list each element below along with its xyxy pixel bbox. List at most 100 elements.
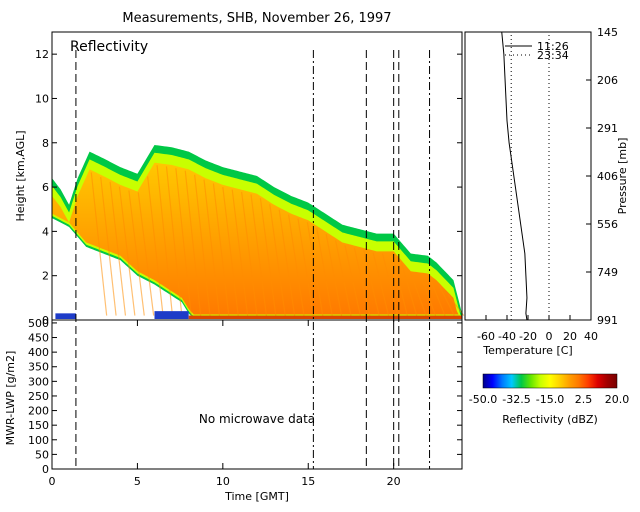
fall-streak bbox=[334, 240, 352, 316]
legend-entry: 11:26 bbox=[537, 40, 569, 53]
time-axis-label: Time [GMT] bbox=[224, 490, 289, 503]
legend-entry: 23:34 bbox=[537, 49, 569, 62]
fall-streak bbox=[400, 262, 418, 316]
fall-streak bbox=[297, 218, 314, 316]
time-tick-label: 5 bbox=[134, 475, 141, 488]
fall-streak bbox=[203, 179, 221, 316]
lwp-tick-label: 50 bbox=[35, 448, 49, 461]
colorbar-tick-label: -50.0 bbox=[469, 393, 497, 406]
fall-streak bbox=[278, 209, 296, 316]
reflectivity-panel: Reflectivity Height [km,AGL] 0 2 4 6 8 10 12 bbox=[14, 31, 465, 327]
fall-streak bbox=[147, 176, 164, 316]
colorbar-tick-label: -15.0 bbox=[536, 393, 564, 406]
lwp-panel: MWR-LWP [g/m2] No microwave data 0501001… bbox=[4, 317, 463, 503]
temperature-tick-label: 0 bbox=[546, 330, 553, 343]
no-data-annotation: No microwave data bbox=[199, 412, 315, 426]
height-tick-label: 10 bbox=[35, 92, 49, 105]
fall-streak bbox=[325, 234, 343, 316]
sounding-profile bbox=[501, 31, 528, 321]
time-markers bbox=[75, 50, 431, 469]
reflectivity-colorbar: -50.0 -32.5 -15.0 2.5 20.0 Reflectivity (dBZ… bbox=[469, 373, 629, 426]
pressure-tick-label: 145 bbox=[597, 26, 618, 39]
fall-streak bbox=[353, 247, 371, 316]
pressure-tick-label: 291 bbox=[597, 122, 618, 135]
fall-streak bbox=[344, 245, 361, 316]
height-axis-ticks: 0 2 4 6 8 10 12 bbox=[35, 48, 462, 327]
fall-streak bbox=[128, 190, 145, 316]
temperature-tick-label: -60 bbox=[477, 330, 495, 343]
fall-streak bbox=[194, 174, 211, 316]
lwp-axes-frame bbox=[51, 319, 463, 470]
fall-streak bbox=[372, 252, 390, 316]
fall-streak bbox=[288, 214, 305, 316]
colorbar-tick-label: 2.5 bbox=[575, 393, 593, 406]
height-tick-label: 12 bbox=[35, 48, 49, 61]
fall-streak bbox=[212, 183, 230, 316]
temperature-tick-label: -20 bbox=[519, 330, 537, 343]
colorbar-tick-label: -32.5 bbox=[502, 393, 530, 406]
temperature-tick-label: -40 bbox=[498, 330, 516, 343]
temperature-tick-label: 40 bbox=[584, 330, 598, 343]
lwp-tick-label: 200 bbox=[28, 405, 49, 418]
sounding-profiles bbox=[501, 31, 550, 321]
lwp-tick-label: 350 bbox=[28, 361, 49, 374]
sounding-axes-frame bbox=[464, 31, 592, 321]
fall-streak bbox=[118, 186, 136, 316]
height-tick-label: 6 bbox=[42, 181, 49, 194]
pressure-axis-ticks: 145 206 291 406 556 749 991 bbox=[586, 26, 618, 327]
fall-streak bbox=[156, 165, 174, 316]
fall-streak bbox=[391, 253, 408, 316]
colorbar-ticks: -50.0 -32.5 -15.0 2.5 20.0 bbox=[469, 393, 629, 406]
fall-streak bbox=[381, 253, 399, 316]
height-tick-label: 2 bbox=[42, 270, 49, 283]
lwp-tick-label: 300 bbox=[28, 375, 49, 388]
fall-streak bbox=[428, 276, 446, 316]
fall-streak bbox=[175, 168, 192, 316]
height-tick-label: 0 bbox=[42, 314, 49, 327]
height-tick-label: 4 bbox=[42, 225, 49, 238]
time-axis-ticks: 0 5 10 15 20 bbox=[49, 320, 401, 488]
fall-streak bbox=[316, 227, 333, 316]
time-tick-label: 10 bbox=[216, 475, 230, 488]
fall-streak bbox=[410, 273, 427, 316]
pressure-tick-label: 406 bbox=[597, 170, 618, 183]
fall-streak bbox=[306, 222, 324, 316]
colorbar-label: Reflectivity (dBZ) bbox=[502, 413, 598, 426]
fall-streak bbox=[438, 284, 455, 316]
surface-echo bbox=[188, 315, 462, 319]
lwp-axis-label: MWR-LWP [g/m2] bbox=[4, 351, 17, 446]
height-axis-label: Height [km,AGL] bbox=[14, 130, 27, 221]
lwp-tick-label: 400 bbox=[28, 346, 49, 359]
fall-streak bbox=[231, 189, 249, 316]
lwp-tick-label: 500 bbox=[28, 317, 49, 330]
temperature-axis-label: Temperature [C] bbox=[482, 344, 572, 357]
fall-streak bbox=[100, 176, 117, 316]
fall-streak bbox=[250, 194, 267, 316]
lwp-tick-label: 150 bbox=[28, 419, 49, 432]
temperature-axis-ticks: -60 -40 -20 0 20 40 bbox=[477, 315, 598, 343]
lwp-tick-label: 0 bbox=[42, 463, 49, 476]
time-tick-label: 15 bbox=[301, 475, 315, 488]
temperature-tick-label: 20 bbox=[563, 330, 577, 343]
fall-streak bbox=[137, 192, 155, 316]
fall-streak bbox=[269, 204, 286, 316]
lwp-tick-label: 250 bbox=[28, 390, 49, 403]
pressure-tick-label: 749 bbox=[597, 266, 618, 279]
height-tick-label: 8 bbox=[42, 137, 49, 150]
fall-streak bbox=[109, 181, 127, 316]
fall-streak bbox=[165, 166, 183, 316]
reflectivity-field bbox=[52, 144, 465, 319]
lwp-tick-label: 100 bbox=[28, 434, 49, 447]
fall-streak bbox=[259, 198, 277, 316]
colorbar-strip bbox=[482, 373, 618, 389]
time-tick-label: 0 bbox=[49, 475, 56, 488]
pressure-tick-label: 556 bbox=[597, 218, 618, 231]
pressure-axis-label: Pressure [mb] bbox=[616, 138, 629, 215]
surface-echo bbox=[154, 311, 189, 319]
time-tick-label: 20 bbox=[387, 475, 401, 488]
figure-title: Measurements, SHB, November 26, 1997 bbox=[122, 11, 391, 26]
